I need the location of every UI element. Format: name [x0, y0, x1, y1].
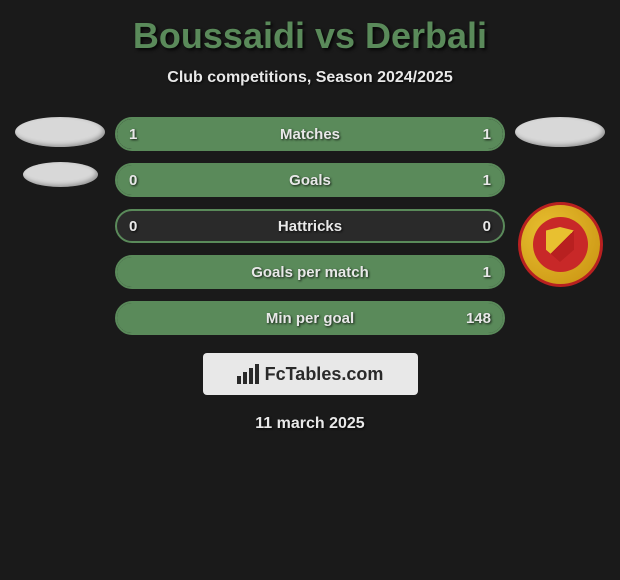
subtitle: Club competitions, Season 2024/2025	[0, 69, 620, 87]
comparison-area: 1 Matches 1 0 Goals 1 0 Hattricks 0 Goals per mat…	[0, 117, 620, 335]
stat-label: Goals	[289, 172, 331, 189]
stat-value-left: 0	[129, 218, 137, 235]
stat-bar: Goals per match 1	[115, 255, 505, 289]
stat-bar: 0 Goals 1	[115, 163, 505, 197]
stat-bar: 0 Hattricks 0	[115, 209, 505, 243]
stat-value-right: 1	[483, 126, 491, 143]
stat-bars: 1 Matches 1 0 Goals 1 0 Hattricks 0 Goals per mat…	[115, 117, 505, 335]
branding-text: FcTables.com	[265, 364, 384, 385]
shield-icon	[546, 227, 574, 262]
stat-label: Matches	[280, 126, 340, 143]
club-badge-placeholder-icon	[23, 162, 98, 187]
bar-chart-icon	[237, 364, 259, 384]
stat-value-right: 0	[483, 218, 491, 235]
club-badge-placeholder-icon	[515, 117, 605, 147]
player-left-badges	[15, 117, 105, 187]
stat-value-right: 1	[483, 264, 491, 281]
date-label: 11 march 2025	[0, 415, 620, 433]
stat-value-right: 148	[466, 310, 491, 327]
page-title: Boussaidi vs Derbali	[0, 15, 620, 57]
comparison-infographic: Boussaidi vs Derbali Club competitions, …	[0, 0, 620, 448]
stat-bar: 1 Matches 1	[115, 117, 505, 151]
stat-bar: Min per goal 148	[115, 301, 505, 335]
club-badge-esperance-icon	[518, 202, 603, 287]
stat-label: Hattricks	[278, 218, 342, 235]
club-badge-inner	[533, 217, 588, 272]
branding-badge: FcTables.com	[203, 353, 418, 395]
player-right-badges	[515, 117, 605, 287]
stat-value-right: 1	[483, 172, 491, 189]
stat-value-left: 0	[129, 172, 137, 189]
stat-label: Goals per match	[251, 264, 369, 281]
stat-label: Min per goal	[266, 310, 354, 327]
club-badge-placeholder-icon	[15, 117, 105, 147]
stat-value-left: 1	[129, 126, 137, 143]
